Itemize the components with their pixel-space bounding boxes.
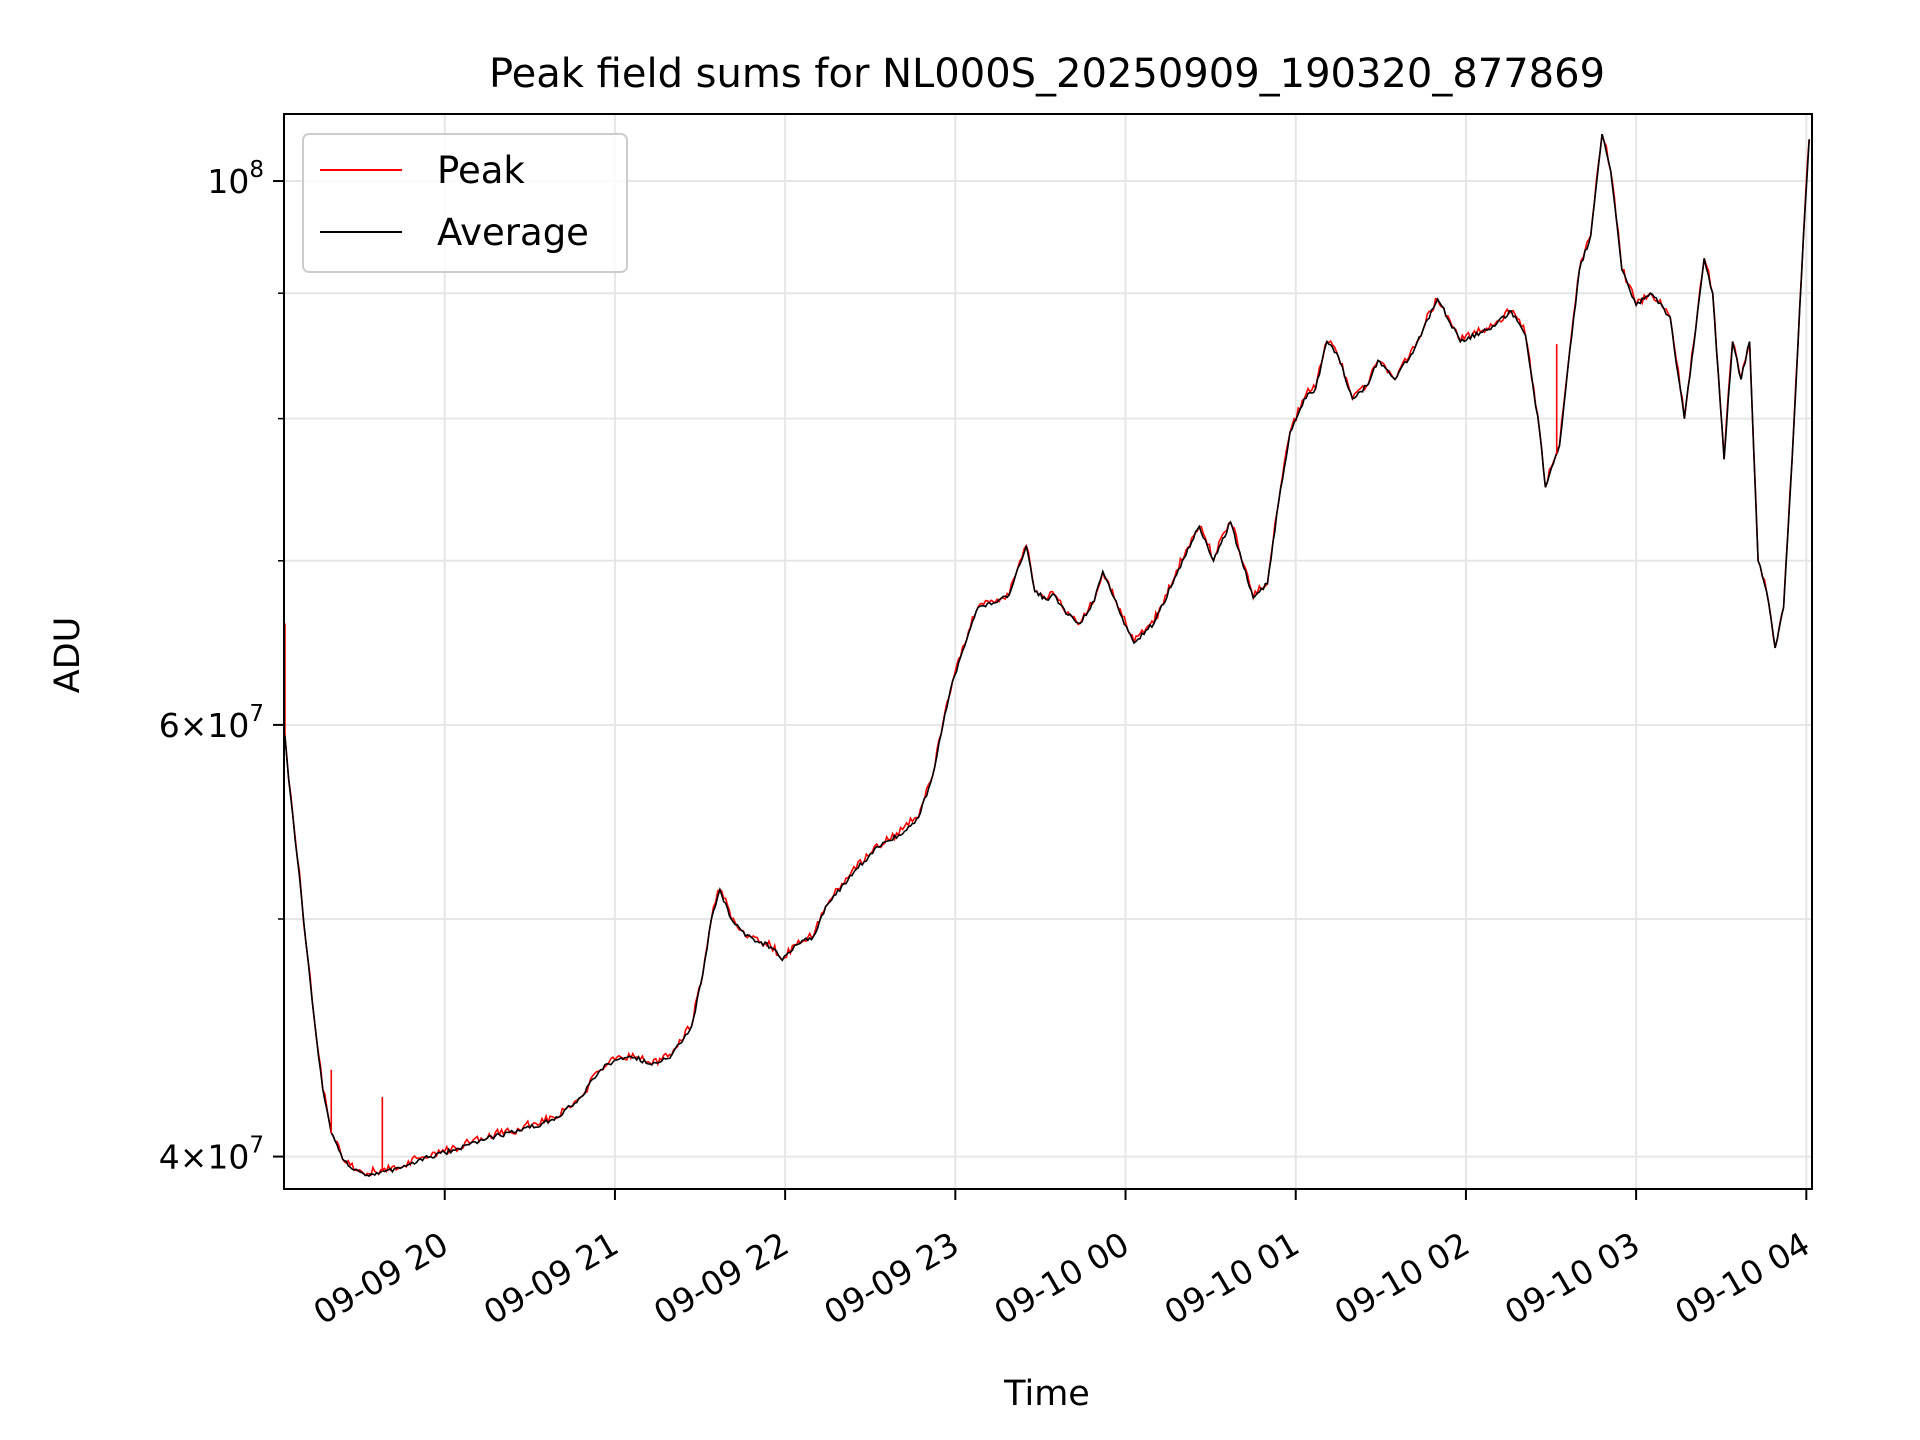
axes-frame [283, 113, 1813, 1190]
legend-box [302, 133, 628, 273]
legend-label-average: Average [437, 211, 589, 254]
y-axis-label: ADU [48, 617, 88, 694]
series-line-average [283, 133, 1810, 1178]
y-tick-label: 4×107 [159, 1133, 264, 1177]
x-axis-label: Time [1003, 1374, 1090, 1414]
legend-label-peak: Peak [437, 149, 525, 192]
y-tick-label: 6×107 [159, 701, 264, 745]
legend: Peak Average [302, 133, 628, 273]
chart-title: Peak field sums for NL000S_20250909_1903… [489, 51, 1605, 97]
